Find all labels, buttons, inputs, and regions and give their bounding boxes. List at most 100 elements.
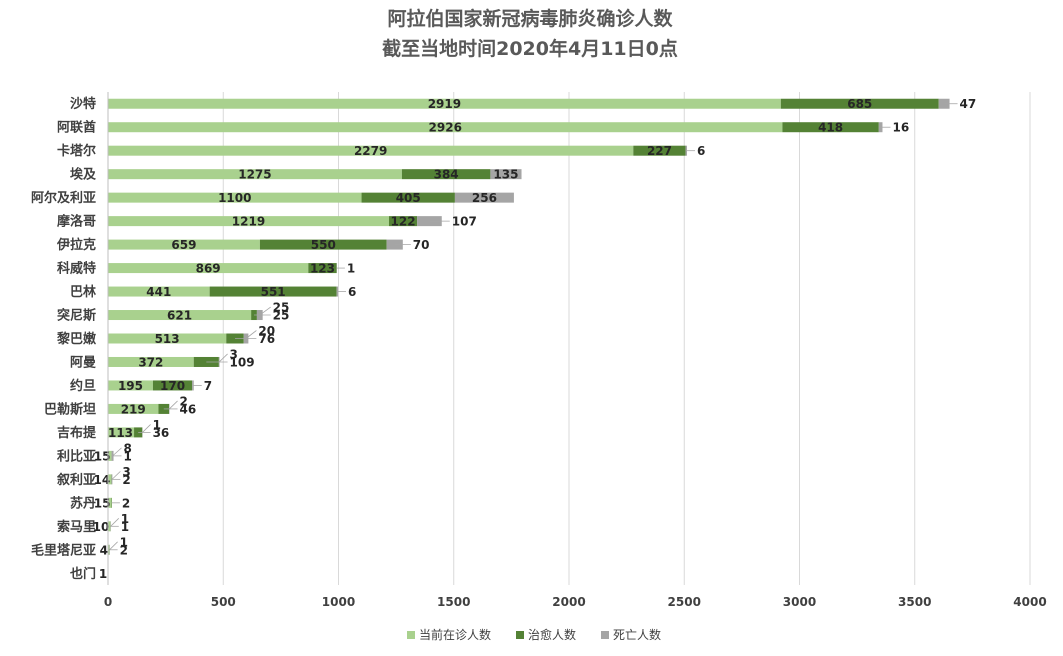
legend-swatch (407, 631, 415, 639)
data-label: 25 (273, 309, 290, 323)
category-label: 阿联酋 (57, 120, 96, 136)
legend-label: 死亡人数 (613, 627, 661, 642)
data-label: 10 (93, 520, 110, 534)
bar-segment (108, 286, 210, 297)
data-label: 550 (311, 238, 336, 252)
bar-segment (388, 216, 418, 227)
data-label: 621 (167, 309, 192, 323)
category-label: 沙特 (70, 96, 96, 112)
category-label: 吉布提 (57, 425, 97, 441)
bar-segment (108, 403, 159, 414)
legend-label: 当前在诊人数 (419, 627, 491, 642)
data-label: 14 (94, 473, 111, 487)
x-tick-label: 1500 (437, 595, 470, 609)
x-tick-label: 500 (211, 595, 236, 609)
leader-line (142, 424, 151, 433)
data-label: 195 (118, 379, 143, 393)
data-label: 20 (258, 324, 275, 338)
data-label: 685 (847, 97, 872, 111)
x-tick-label: 2500 (668, 595, 701, 609)
chart-subtitle: 截至当地时间2020年4月11日0点 (382, 37, 678, 60)
category-label: 利比亚 (57, 448, 96, 464)
category-label: 索马里 (57, 519, 96, 535)
data-label: 76 (258, 332, 275, 346)
data-label: 1 (153, 418, 161, 432)
bar-segment (108, 263, 309, 274)
data-label: 384 (434, 168, 459, 182)
bar-segment (108, 521, 111, 532)
bar-segment (108, 356, 194, 367)
bar-segment (152, 380, 193, 391)
category-label: 摩洛哥 (57, 214, 96, 230)
data-label: 418 (818, 121, 843, 135)
data-label: 122 (391, 215, 416, 229)
bar-segment (259, 239, 387, 250)
bar-segment (108, 122, 783, 133)
data-label: 113 (108, 426, 133, 440)
bar-segment (401, 169, 491, 180)
bar-segment (108, 145, 634, 156)
data-label: 551 (261, 285, 286, 299)
data-label: 6 (697, 144, 705, 158)
data-label: 1 (120, 535, 128, 549)
category-label: 科威特 (57, 261, 96, 277)
data-label: 109 (230, 355, 255, 369)
legend: 当前在诊人数 治愈人数 死亡人数 (407, 627, 661, 642)
data-label: 2926 (429, 121, 462, 135)
data-label: 2919 (428, 97, 461, 111)
data-label: 2 (180, 394, 188, 408)
data-label: 219 (121, 402, 146, 416)
category-label: 苏丹 (70, 495, 96, 511)
data-label: 70 (413, 238, 430, 252)
data-label: 7 (204, 379, 212, 393)
data-label: 36 (153, 426, 170, 440)
data-label: 6 (348, 285, 356, 299)
bar-segment (108, 450, 112, 461)
leader-line (111, 471, 121, 480)
data-label: 25 (273, 301, 290, 315)
bar-segment (633, 145, 686, 156)
category-label: 黎巴嫩 (57, 331, 97, 347)
data-label: 170 (160, 379, 185, 393)
data-label: 4 (100, 543, 108, 557)
data-label: 372 (138, 355, 163, 369)
x-tick-label: 1000 (322, 595, 355, 609)
data-label: 1 (121, 520, 129, 534)
legend-swatch (516, 631, 524, 639)
bar-segment (108, 239, 260, 250)
bar-segment (209, 286, 337, 297)
bar-segment (308, 263, 337, 274)
data-label: 2 (122, 473, 130, 487)
data-label: 8 (124, 441, 132, 455)
category-label: 巴林 (70, 284, 96, 300)
x-tick-label: 4000 (1013, 595, 1046, 609)
gridlines (222, 92, 1031, 585)
bar-segment (108, 192, 362, 203)
category-label: 突尼斯 (57, 308, 96, 324)
data-label: 47 (960, 97, 977, 111)
data-label: 1219 (232, 215, 265, 229)
data-label: 2279 (354, 144, 387, 158)
x-tick-label: 3500 (898, 595, 931, 609)
category-label: 卡塔尔 (57, 143, 96, 159)
data-label: 869 (196, 262, 221, 276)
bar-segment (108, 380, 153, 391)
bar-segment (108, 497, 112, 508)
leader-line (109, 541, 118, 551)
bar-segment (108, 333, 227, 344)
data-label: 2 (122, 496, 130, 510)
leader-line (259, 306, 271, 316)
bar-segment (490, 169, 522, 180)
leader-line (110, 518, 120, 527)
data-label: 1100 (218, 191, 251, 205)
x-tick-label: 0 (104, 595, 112, 609)
data-label: 46 (180, 402, 197, 416)
category-label: 阿曼 (70, 355, 96, 370)
bar-segment (108, 169, 402, 180)
data-label: 1 (347, 262, 355, 276)
data-label: 107 (452, 215, 477, 229)
bars (108, 98, 950, 579)
data-label: 15 (94, 496, 111, 510)
